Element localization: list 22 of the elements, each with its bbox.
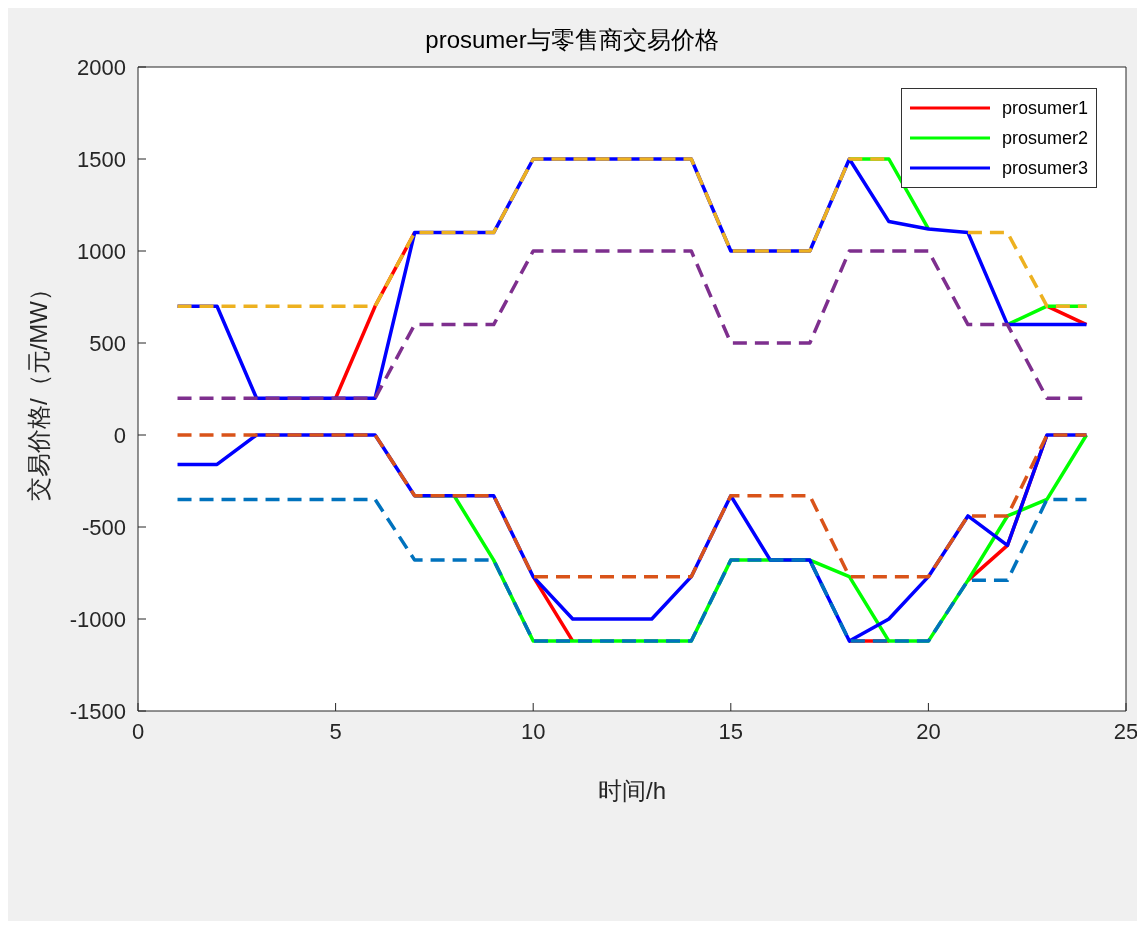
x-tick-label: 20 (916, 718, 941, 744)
y-tick-label: 500 (89, 330, 126, 356)
y-tick-label: -1500 (69, 698, 126, 724)
line-series (175, 433, 1089, 579)
y-tick-label: 0 (113, 422, 126, 448)
chart-title: prosumer与零售商交易价格 (425, 26, 719, 53)
y-tick-label: 2000 (77, 54, 126, 80)
y-axis-title: 交易价格/（元/MW） (24, 277, 52, 501)
x-tick-label: 15 (718, 718, 744, 744)
y-tick-label: 1500 (77, 146, 126, 172)
line-series (175, 497, 1089, 643)
x-tick-label: 0 (131, 718, 145, 744)
legend-label: prosumer2 (1001, 127, 1088, 149)
y-tick-label: -1000 (69, 606, 126, 632)
x-tick-label: 25 (1113, 718, 1139, 744)
x-axis-title: 时间/h (597, 777, 667, 804)
legend-label: prosumer1 (1001, 97, 1088, 119)
y-tick-label: 1000 (77, 238, 126, 264)
y-tick-label: -500 (81, 514, 126, 540)
x-tick-label: 10 (520, 718, 546, 744)
legend-label: prosumer3 (1001, 157, 1088, 179)
x-tick-label: 5 (329, 718, 342, 744)
